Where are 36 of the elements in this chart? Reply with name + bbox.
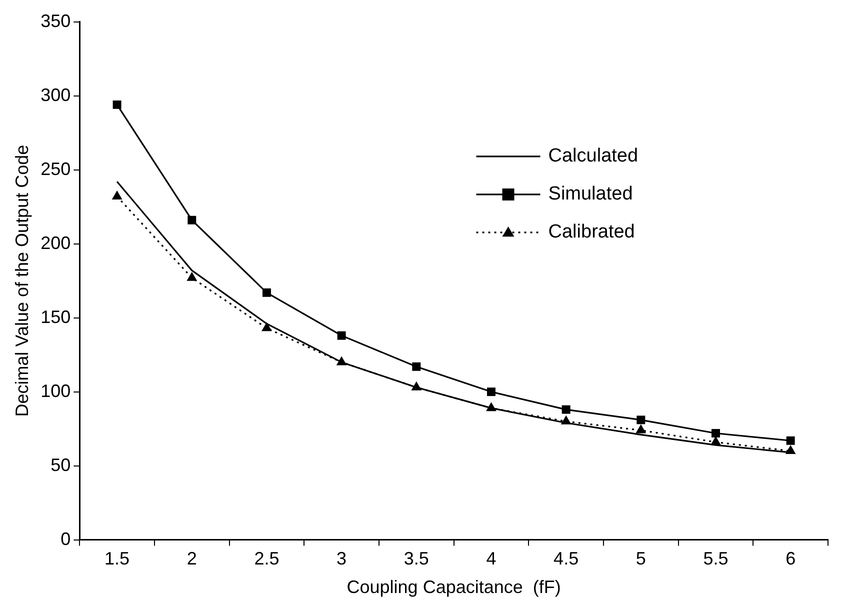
x-tick-label: 6 [786,548,796,569]
x-tick-label: 5 [636,548,646,569]
y-tick-label: 200 [40,232,71,253]
point [412,362,421,371]
point [636,424,646,434]
point [112,100,122,109]
y-tick-label: 0 [60,528,71,549]
x-tick-label: 4.5 [554,548,579,569]
y-tick-label: 250 [40,158,71,179]
x-axis-title: Coupling Capacitance (fF) [346,577,561,598]
legend-label: Simulated [548,184,633,205]
point [712,429,720,438]
y-tick-label: 350 [40,10,71,31]
point [262,288,271,297]
point [186,272,198,281]
x-tick-label: 3.5 [404,548,429,569]
y-tick-label: 300 [40,84,71,105]
point [112,190,122,200]
legend-label: Calibrated [548,222,635,243]
y-tick-label: 150 [40,306,71,327]
x-tick-label: 5.5 [703,548,728,569]
x-tick-label: 3 [336,548,347,569]
y-tick-label: 100 [40,380,71,401]
point [188,216,196,224]
y-tick-label: 50 [50,454,71,475]
x-tick-label: 2 [186,548,197,569]
point [486,388,496,396]
point [562,405,570,414]
x-tick-label: 2.5 [254,548,280,569]
point [337,331,346,340]
y-axis-title: Decimal Value of the Output Code [12,144,32,417]
point [636,416,646,424]
legend-label: Calculated [548,146,638,167]
point [786,436,795,445]
x-tick-label: 1.5 [104,548,130,569]
x-tick-label: 4 [486,548,496,569]
